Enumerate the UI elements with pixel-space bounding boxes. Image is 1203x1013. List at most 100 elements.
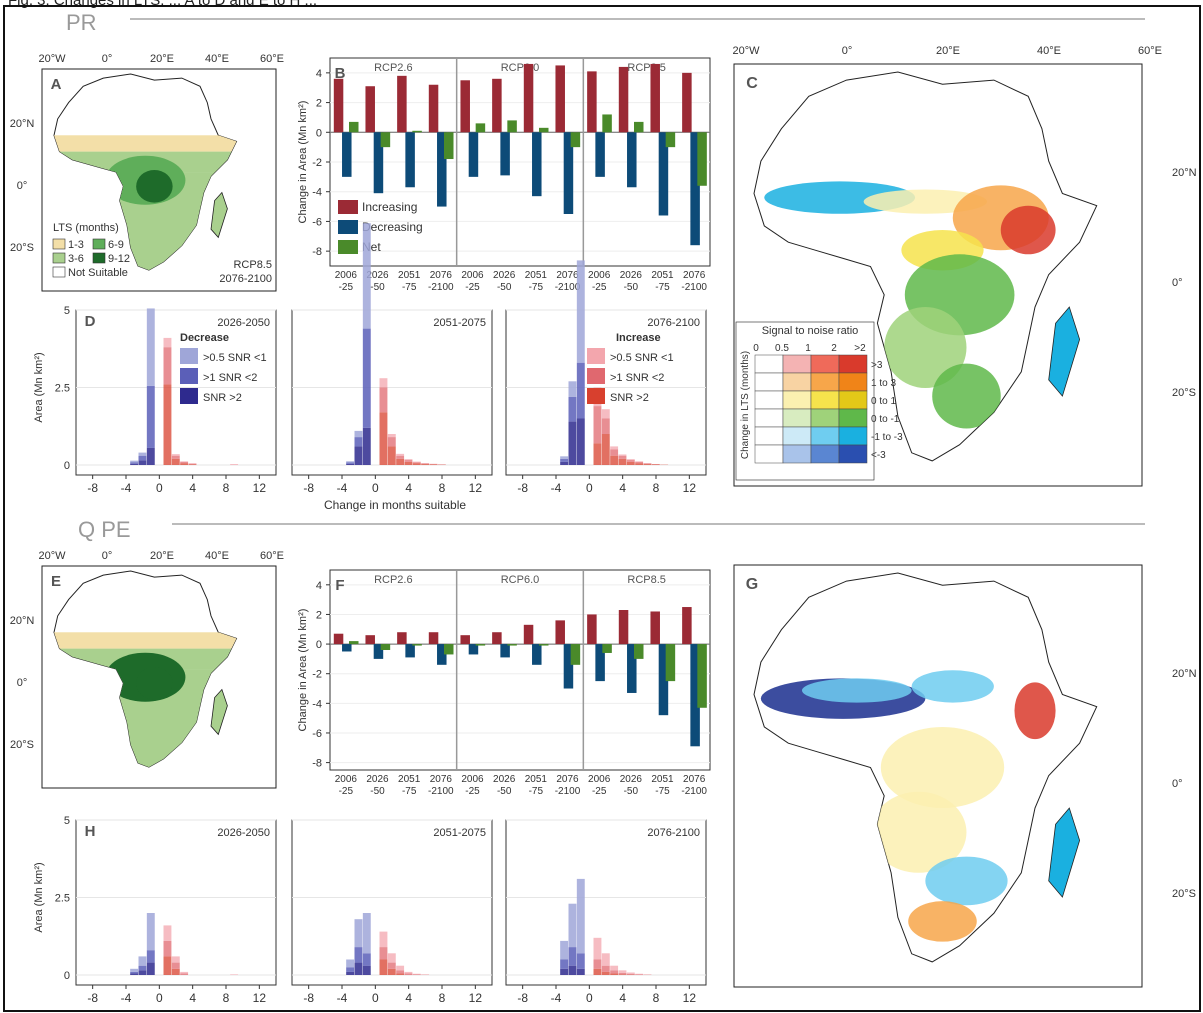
lts-row-label: <-3 — [871, 450, 886, 461]
x-tick-label: -75 — [529, 786, 544, 797]
hist-bar-increase — [163, 347, 172, 385]
change-patch — [932, 363, 1001, 429]
x-tick-label: 8 — [653, 991, 660, 1005]
legend-swatch-increase — [587, 348, 605, 364]
lat-tick: 0° — [1172, 277, 1183, 289]
y-tick-label: -6 — [312, 728, 322, 740]
x-tick-label: 0 — [156, 481, 163, 495]
hist-bar-decrease — [362, 427, 371, 465]
bar-increasing — [333, 633, 344, 645]
x-tick-label: 0 — [372, 991, 379, 1005]
bar-increasing — [523, 624, 534, 645]
hist-bar-increase — [230, 464, 239, 465]
x-tick-label: -8 — [303, 481, 314, 495]
period-label: 2076-2100 — [647, 317, 700, 329]
hist-bar-increase — [643, 463, 652, 465]
x-tick-label: -50 — [497, 786, 512, 797]
snr-tick: 1 — [805, 343, 811, 354]
hist-bar-increase — [610, 446, 619, 450]
bar-increasing — [682, 607, 692, 645]
lts-swatch-not-suitable — [52, 266, 66, 278]
lat-tick: 20°S — [1172, 888, 1196, 900]
legend-cell — [782, 426, 812, 446]
y-tick-label: 2 — [316, 609, 322, 621]
x-tick-label: -4 — [121, 481, 132, 495]
hist-bar-increase — [171, 968, 180, 975]
hist-bar-decrease — [146, 447, 155, 465]
hist-bar-decrease — [576, 418, 585, 465]
hist-bar-increase — [404, 973, 413, 975]
hist-plot-area — [291, 309, 493, 476]
hist-bar-increase — [404, 460, 413, 462]
legend-cell-zero — [754, 354, 784, 374]
bar-net — [412, 644, 422, 646]
x-tick-label: 0 — [586, 481, 593, 495]
legend-cell — [810, 426, 840, 446]
hist-bar-increase — [396, 965, 405, 971]
legend-cell-zero — [754, 390, 784, 410]
x-tick-label: -50 — [497, 282, 512, 293]
hist-bar-increase — [412, 461, 421, 463]
x-tick-label: -50 — [370, 282, 385, 293]
lts-swatch — [92, 252, 106, 264]
hist-bar-increase — [412, 973, 421, 975]
x-tick-label: -75 — [655, 786, 670, 797]
x-tick-label: 2026 — [366, 270, 389, 281]
lts-band-1-3 — [54, 135, 237, 152]
madagascar — [210, 688, 228, 736]
bar-decreasing — [532, 132, 542, 197]
hist-bar-decrease — [362, 953, 371, 966]
bar-decreasing — [468, 132, 479, 177]
bar-net — [380, 644, 391, 650]
hist-bar-decrease — [146, 385, 155, 448]
madagascar — [1048, 807, 1081, 898]
bar-net — [349, 641, 359, 645]
lon-tick: 0° — [842, 45, 853, 57]
hist-bar-increase — [421, 464, 430, 465]
bar-decreasing — [563, 132, 574, 214]
x-tick-label: 2051 — [398, 774, 421, 785]
y-tick-label: -4 — [312, 187, 322, 199]
hist-bar-decrease — [568, 396, 577, 422]
x-tick-label: 0 — [156, 991, 163, 1005]
legend-label-decrease: >1 SNR <2 — [203, 372, 257, 384]
legend-cell — [782, 408, 812, 428]
hist-bar-increase — [379, 378, 388, 388]
lts-row-label: 0 to -1 — [871, 414, 900, 425]
x-tick-label: -75 — [655, 282, 670, 293]
y-tick-label: 0 — [316, 639, 322, 651]
bar-decreasing — [500, 644, 510, 658]
madagascar — [210, 191, 228, 239]
hist-bar-increase — [421, 463, 430, 465]
hist-bar-decrease — [130, 971, 139, 974]
section-label-pe: Q PE — [78, 517, 131, 542]
legend-label-decreasing: Decreasing — [362, 220, 423, 234]
x-tick-label: 2006 — [588, 774, 611, 785]
y-tick-label: 2.5 — [55, 893, 70, 905]
hist-bar-decrease — [346, 971, 355, 975]
x-tick-label: -25 — [339, 282, 354, 293]
x-tick-label: 12 — [683, 991, 697, 1005]
bar-decreasing — [658, 644, 669, 716]
madagascar — [1048, 306, 1081, 397]
legend-label-decrease: >0.5 SNR <1 — [203, 352, 267, 364]
hist-bar-increase — [379, 412, 388, 465]
bar-increasing — [682, 72, 692, 133]
x-tick-label: 8 — [223, 991, 230, 1005]
hist-bar-increase — [626, 459, 635, 461]
legend-swatch-net — [338, 240, 358, 254]
lts-row-label: 0 to 1 — [871, 396, 896, 407]
x-tick-label: -25 — [465, 282, 480, 293]
scenario-label: RCP8.5 — [233, 259, 272, 271]
hist-bar-increase — [188, 463, 197, 465]
y-axis-label: Area (Mn km²) — [33, 352, 45, 422]
lon-tick: 40°E — [205, 550, 229, 562]
figure-frame — [3, 5, 1201, 1012]
lat-tick: 20°S — [10, 739, 34, 751]
lts-row-label: >3 — [871, 360, 883, 371]
legend-cell — [810, 372, 840, 392]
hist-bar-increase — [643, 464, 652, 465]
lon-tick: 20°E — [150, 53, 174, 65]
hist-bar-decrease — [138, 965, 147, 971]
